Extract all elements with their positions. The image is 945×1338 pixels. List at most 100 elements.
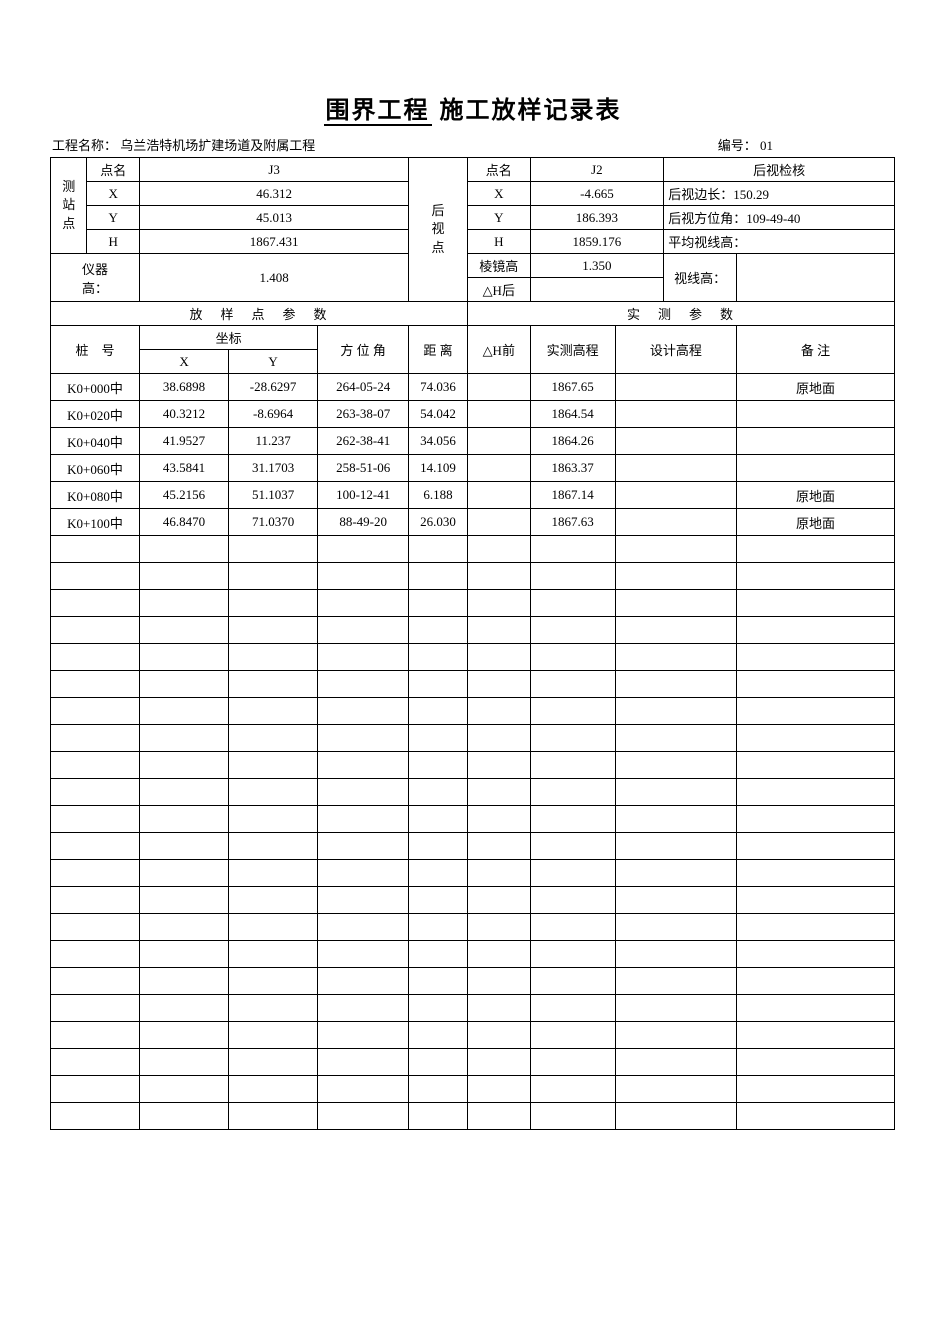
cell-measured-elev <box>530 995 615 1022</box>
cell-x: 38.6898 <box>140 374 229 401</box>
cell-measured-elev <box>530 536 615 563</box>
cell-azimuth: 264-05-24 <box>318 374 409 401</box>
cell-measured-elev: 1864.54 <box>530 401 615 428</box>
table-row: K0+100中46.847071.037088-49-2026.0301867.… <box>51 509 895 536</box>
cell-pile <box>51 941 140 968</box>
cell-y <box>229 1022 318 1049</box>
table-row: K0+000中38.6898-28.6297264-05-2474.036186… <box>51 374 895 401</box>
cell-remark <box>737 644 895 671</box>
cell-pile <box>51 536 140 563</box>
cell-design-elev <box>615 455 736 482</box>
title-underlined: 围界工程 <box>324 98 432 126</box>
cell-y <box>229 914 318 941</box>
cell-measured-elev: 1867.65 <box>530 374 615 401</box>
cell-y: 71.0370 <box>229 509 318 536</box>
cell-dh-front <box>467 374 530 401</box>
cell-distance <box>409 995 468 1022</box>
cell-pile <box>51 887 140 914</box>
cell-y <box>229 671 318 698</box>
table-row <box>51 1022 895 1049</box>
cell-design-elev <box>615 779 736 806</box>
cell-pile: K0+100中 <box>51 509 140 536</box>
table-row <box>51 779 895 806</box>
cell-measured-elev <box>530 1022 615 1049</box>
station-y-label: Y <box>87 206 140 230</box>
meta-row: 工程名称： 乌兰浩特机场扩建场道及附属工程 编号： 01 <box>50 135 895 157</box>
cell-y: -28.6297 <box>229 374 318 401</box>
col-y: Y <box>229 350 318 374</box>
cell-dh-front <box>467 401 530 428</box>
cell-measured-elev: 1867.14 <box>530 482 615 509</box>
cell-measured-elev <box>530 644 615 671</box>
check-avg-sight-label: 平均视线高： <box>668 235 746 250</box>
cell-x <box>140 995 229 1022</box>
cell-y <box>229 860 318 887</box>
cell-pile: K0+040中 <box>51 428 140 455</box>
measured-params-header: 实测参数 <box>467 302 894 326</box>
col-distance: 距 离 <box>409 326 468 374</box>
cell-remark <box>737 806 895 833</box>
cell-design-elev <box>615 536 736 563</box>
cell-x <box>140 590 229 617</box>
cell-design-elev <box>615 752 736 779</box>
cell-azimuth <box>318 644 409 671</box>
col-design-elev: 设计高程 <box>615 326 736 374</box>
cell-design-elev <box>615 482 736 509</box>
cell-remark <box>737 995 895 1022</box>
cell-remark: 原地面 <box>737 482 895 509</box>
cell-measured-elev <box>530 833 615 860</box>
cell-distance <box>409 1076 468 1103</box>
cell-design-elev <box>615 1022 736 1049</box>
cell-dh-front <box>467 914 530 941</box>
cell-design-elev <box>615 860 736 887</box>
cell-measured-elev: 1867.63 <box>530 509 615 536</box>
cell-distance <box>409 671 468 698</box>
cell-remark <box>737 752 895 779</box>
station-point-label: 点名 <box>87 158 140 182</box>
cell-pile <box>51 671 140 698</box>
instrument-height-label: 仪器高： <box>51 254 140 302</box>
table-row <box>51 887 895 914</box>
cell-distance <box>409 914 468 941</box>
cell-remark: 原地面 <box>737 509 895 536</box>
cell-distance: 6.188 <box>409 482 468 509</box>
cell-distance: 34.056 <box>409 428 468 455</box>
table-row <box>51 806 895 833</box>
cell-y <box>229 995 318 1022</box>
table-row <box>51 995 895 1022</box>
cell-x <box>140 536 229 563</box>
cell-remark <box>737 590 895 617</box>
table-row: K0+020中40.3212-8.6964263-38-0754.0421864… <box>51 401 895 428</box>
cell-azimuth <box>318 1022 409 1049</box>
cell-distance <box>409 887 468 914</box>
table-row: K0+080中45.215651.1037100-12-416.1881867.… <box>51 482 895 509</box>
cell-dh-front <box>467 779 530 806</box>
cell-pile <box>51 1049 140 1076</box>
cell-azimuth <box>318 995 409 1022</box>
cell-y: 31.1703 <box>229 455 318 482</box>
cell-remark <box>737 1076 895 1103</box>
cell-design-elev <box>615 698 736 725</box>
cell-dh-front <box>467 482 530 509</box>
cell-x: 45.2156 <box>140 482 229 509</box>
cell-x <box>140 968 229 995</box>
station-x-value: 46.312 <box>140 182 409 206</box>
cell-remark <box>737 1022 895 1049</box>
cell-distance <box>409 698 468 725</box>
station-h-value: 1867.431 <box>140 230 409 254</box>
cell-x <box>140 914 229 941</box>
cell-distance <box>409 860 468 887</box>
cell-dh-front <box>467 1049 530 1076</box>
cell-y: 11.237 <box>229 428 318 455</box>
cell-pile <box>51 590 140 617</box>
table-row <box>51 563 895 590</box>
cell-dh-front <box>467 455 530 482</box>
check-group-label: 后视检核 <box>664 158 895 182</box>
cell-azimuth <box>318 860 409 887</box>
cell-measured-elev: 1864.26 <box>530 428 615 455</box>
cell-dh-front <box>467 1076 530 1103</box>
station-y-value: 45.013 <box>140 206 409 230</box>
cell-distance <box>409 617 468 644</box>
cell-y <box>229 698 318 725</box>
cell-dh-front <box>467 860 530 887</box>
